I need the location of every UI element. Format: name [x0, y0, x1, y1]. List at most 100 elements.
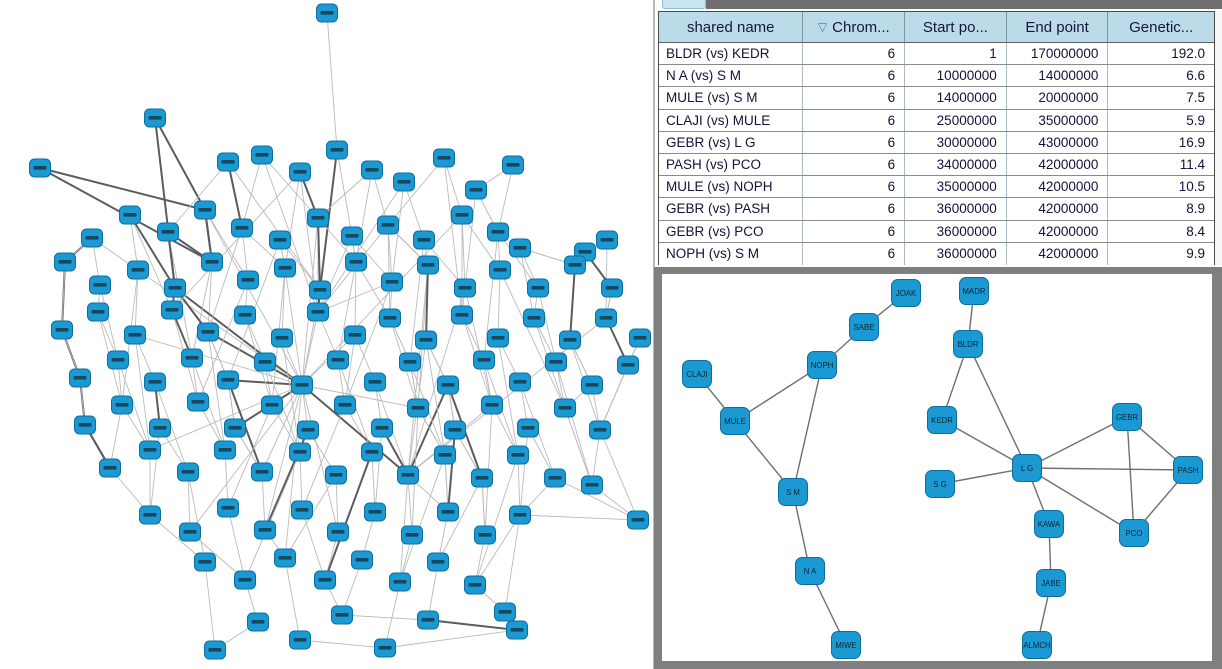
- network-node[interactable]: [344, 325, 366, 345]
- subnetwork-canvas[interactable]: JOAK MADR SABE BLDR NOPH CLAJI MULE KEDR GEBR L G…: [662, 274, 1212, 661]
- network-node[interactable]: [334, 395, 356, 415]
- network-node[interactable]: [217, 498, 239, 518]
- network-node[interactable]: [274, 258, 296, 278]
- network-node[interactable]: [187, 392, 209, 412]
- network-node[interactable]: S G: [925, 470, 955, 498]
- table-cell[interactable]: 35000000: [905, 176, 1007, 198]
- network-node[interactable]: [417, 610, 439, 630]
- network-node[interactable]: [601, 278, 623, 298]
- table-cell[interactable]: 36000000: [905, 242, 1007, 265]
- network-node[interactable]: [464, 575, 486, 595]
- network-node[interactable]: [545, 352, 567, 372]
- table-cell[interactable]: GEBR (vs) L G: [659, 131, 804, 153]
- table-cell[interactable]: BLDR (vs) KEDR: [659, 43, 804, 65]
- network-node[interactable]: [564, 255, 586, 275]
- table-cell[interactable]: 6: [803, 220, 906, 242]
- network-node[interactable]: [289, 162, 311, 182]
- table-cell[interactable]: 1: [905, 43, 1007, 65]
- network-node[interactable]: [331, 605, 353, 625]
- network-node[interactable]: [127, 260, 149, 280]
- network-node[interactable]: [271, 328, 293, 348]
- network-node[interactable]: [316, 3, 338, 23]
- network-node[interactable]: [415, 330, 437, 350]
- network-node[interactable]: [433, 148, 455, 168]
- table-cell[interactable]: 6: [803, 242, 906, 265]
- network-node[interactable]: [397, 465, 419, 485]
- table-cell[interactable]: MULE (vs) NOPH: [659, 176, 804, 198]
- network-node[interactable]: [81, 228, 103, 248]
- table-cell[interactable]: PASH (vs) PCO: [659, 153, 804, 176]
- table-row[interactable]: PASH (vs) PCO 6 34000000 42000000 11.4: [659, 153, 1214, 177]
- column-header[interactable]: End point: [1007, 12, 1109, 42]
- network-node[interactable]: [581, 375, 603, 395]
- network-node[interactable]: [595, 308, 617, 328]
- network-node[interactable]: [124, 325, 146, 345]
- network-node[interactable]: [254, 352, 276, 372]
- network-node[interactable]: [261, 395, 283, 415]
- network-node[interactable]: [107, 350, 129, 370]
- table-cell[interactable]: 6: [803, 153, 906, 176]
- network-node[interactable]: [481, 395, 503, 415]
- network-node[interactable]: [139, 440, 161, 460]
- network-node[interactable]: [374, 638, 396, 658]
- network-node[interactable]: [237, 270, 259, 290]
- column-header[interactable]: Start po...: [905, 12, 1007, 42]
- network-node[interactable]: [506, 620, 528, 640]
- network-node[interactable]: [471, 468, 493, 488]
- network-node[interactable]: [454, 278, 476, 298]
- network-node[interactable]: [177, 462, 199, 482]
- network-node[interactable]: [427, 552, 449, 572]
- column-header[interactable]: shared name: [659, 12, 804, 42]
- network-node[interactable]: [407, 398, 429, 418]
- network-node[interactable]: [254, 520, 276, 540]
- table-cell[interactable]: 42000000: [1007, 220, 1109, 242]
- table-cell[interactable]: 35000000: [1007, 109, 1109, 131]
- table-cell[interactable]: 42000000: [1007, 198, 1109, 220]
- network-node[interactable]: KAWA: [1034, 510, 1064, 538]
- table-cell[interactable]: GEBR (vs) PCO: [659, 220, 804, 242]
- network-node[interactable]: [509, 372, 531, 392]
- table-cell[interactable]: 30000000: [905, 131, 1007, 153]
- network-node[interactable]: [194, 552, 216, 572]
- network-node[interactable]: [251, 145, 273, 165]
- network-node[interactable]: [119, 205, 141, 225]
- table-cell[interactable]: NOPH (vs) S M: [659, 242, 804, 265]
- table-cell[interactable]: 14000000: [1007, 65, 1109, 87]
- network-node[interactable]: [314, 570, 336, 590]
- network-node[interactable]: N A: [795, 557, 825, 585]
- network-node[interactable]: KEDR: [927, 406, 957, 434]
- network-node[interactable]: [251, 462, 273, 482]
- network-node[interactable]: [596, 230, 618, 250]
- network-node[interactable]: [231, 218, 253, 238]
- filter-icon[interactable]: ▽: [817, 20, 828, 34]
- table-cell[interactable]: 170000000: [1007, 43, 1109, 65]
- network-node[interactable]: [269, 230, 291, 250]
- network-node[interactable]: [291, 375, 313, 395]
- network-node[interactable]: [144, 108, 166, 128]
- network-node[interactable]: [451, 205, 473, 225]
- network-node[interactable]: [629, 328, 651, 348]
- table-cell[interactable]: 6: [803, 65, 906, 87]
- network-node[interactable]: [417, 255, 439, 275]
- network-node[interactable]: [502, 155, 524, 175]
- network-node[interactable]: CLAJI: [682, 360, 712, 388]
- network-node[interactable]: [627, 510, 649, 530]
- network-node[interactable]: [364, 502, 386, 522]
- table-cell[interactable]: 6: [803, 176, 906, 198]
- network-node[interactable]: [379, 308, 401, 328]
- column-header[interactable]: ▽ Chrom...: [803, 12, 906, 42]
- network-node[interactable]: [179, 522, 201, 542]
- network-node[interactable]: [351, 550, 373, 570]
- network-node[interactable]: [341, 226, 363, 246]
- table-cell[interactable]: 43000000: [1007, 131, 1109, 153]
- table-row[interactable]: GEBR (vs) PCO 6 36000000 42000000 8.4: [659, 220, 1214, 243]
- table-cell[interactable]: 10.5: [1178, 179, 1206, 195]
- network-node[interactable]: [473, 350, 495, 370]
- table-row[interactable]: N A (vs) S M 6 10000000 14000000 6.6: [659, 65, 1214, 88]
- table-cell[interactable]: 14000000: [905, 87, 1007, 109]
- network-node[interactable]: [201, 252, 223, 272]
- table-cell[interactable]: 42000000: [1007, 153, 1109, 176]
- network-node[interactable]: S M: [778, 478, 808, 506]
- network-node[interactable]: ALMCH: [1022, 631, 1052, 659]
- table-cell[interactable]: 25000000: [905, 109, 1007, 131]
